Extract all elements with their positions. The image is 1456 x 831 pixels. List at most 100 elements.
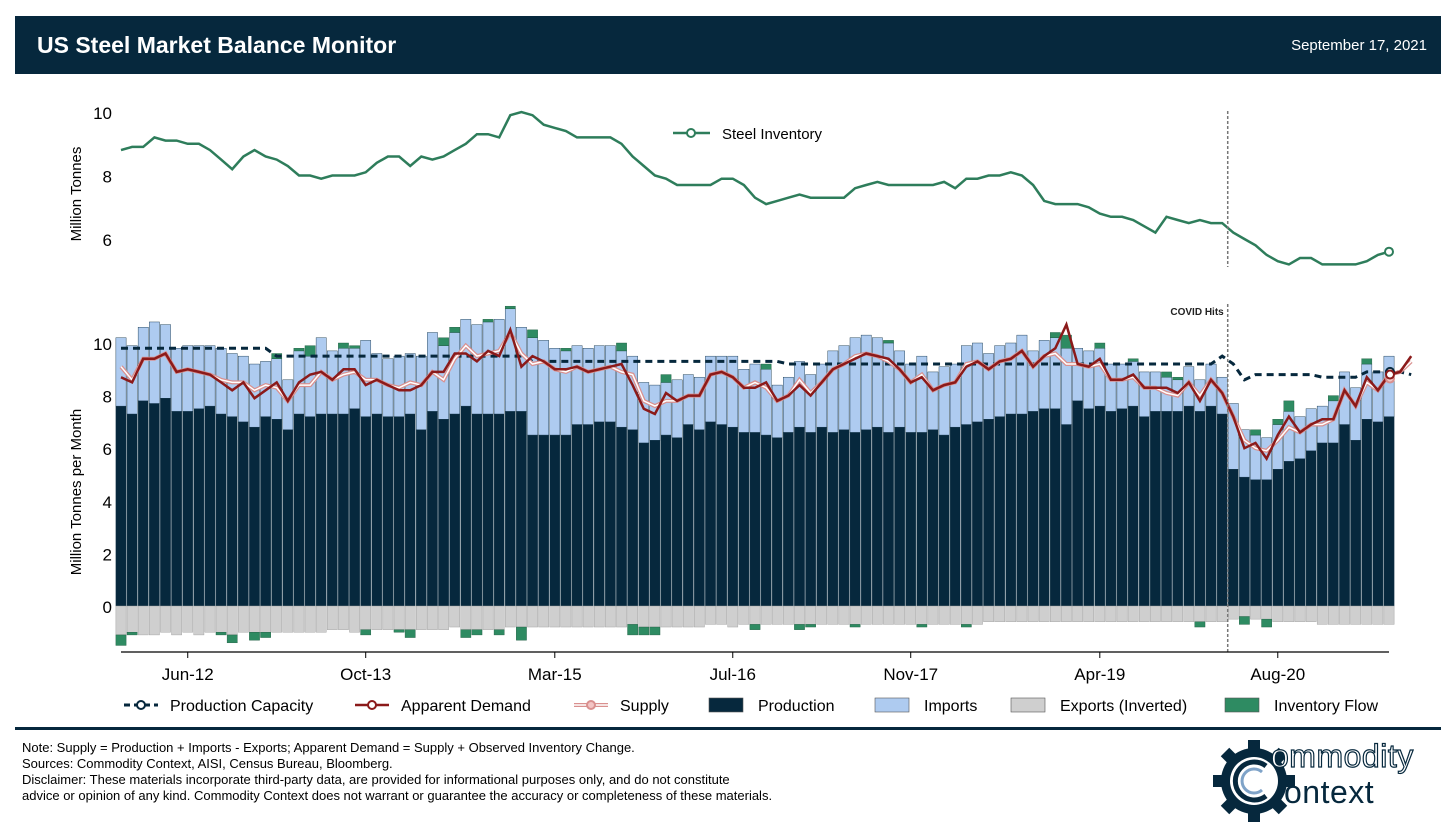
production-bar <box>415 429 427 607</box>
exports-bar <box>894 605 905 625</box>
production-bar <box>794 426 805 607</box>
imports-bar <box>994 345 1006 417</box>
imports-bar <box>827 350 839 433</box>
inventory-flow-bar <box>1049 332 1061 338</box>
production-bar <box>115 405 127 607</box>
production-bar <box>282 429 294 607</box>
inventory-flow-bar <box>660 374 672 383</box>
steel-inventory-line <box>120 110 1390 266</box>
production-bar <box>582 424 594 607</box>
exports-bar <box>1294 605 1306 622</box>
inventory-flow-bar <box>1161 371 1172 378</box>
exports-bar <box>327 605 338 630</box>
production-bar <box>1005 413 1017 607</box>
production-bar <box>983 419 994 607</box>
inventory-flow-bar <box>794 624 805 630</box>
exports-bar <box>516 605 527 628</box>
production-bar <box>538 434 549 607</box>
exports-bar <box>816 605 828 625</box>
exports-bar <box>1049 605 1061 622</box>
exports-bar <box>838 605 850 625</box>
exports-bar <box>605 605 616 628</box>
exports-bar <box>738 605 750 625</box>
production-bar <box>427 411 438 607</box>
exports-bar <box>360 605 372 630</box>
logo-word-commodity: ommodity <box>1270 737 1414 774</box>
imports-bar <box>582 348 594 425</box>
inventory-flow-bar <box>961 624 972 628</box>
imports-bar <box>816 363 828 428</box>
imports-bar <box>482 321 494 415</box>
production-bar <box>1361 419 1373 607</box>
disclaimer-line-1: Disclaimer: These materials incorporate … <box>22 772 730 787</box>
exports-bar <box>1316 605 1328 625</box>
production-bar <box>182 411 194 607</box>
inventory-flow-bar <box>249 632 260 641</box>
imports-bar <box>182 345 194 412</box>
imports-bar <box>282 379 294 430</box>
production-bar <box>649 440 661 607</box>
legend-exports-inverted-label: Exports (Inverted) <box>1060 698 1187 715</box>
imports-bar <box>1038 340 1050 409</box>
demand-endpoint <box>1385 369 1395 380</box>
imports-bar <box>338 348 349 415</box>
sources-text: Sources: Commodity Context, AISI, Census… <box>22 756 393 771</box>
inventory-flow-bar <box>1328 395 1339 402</box>
exports-bar <box>927 605 939 625</box>
imports-bar <box>1383 355 1395 417</box>
exports-bar <box>427 605 438 630</box>
exports-bar <box>338 605 349 630</box>
production-bar <box>215 413 227 607</box>
inventory-flow-bar <box>393 629 405 633</box>
inventory-flow-bar <box>1172 376 1183 381</box>
exports-bar <box>126 605 138 633</box>
exports-bar <box>671 605 683 628</box>
production-bar <box>393 416 405 607</box>
inventory-flow-bar <box>404 629 416 638</box>
top-ytick-label: 10 <box>93 104 112 123</box>
inventory-flow-bar <box>916 624 928 628</box>
imports-bar <box>949 363 961 428</box>
production-bar <box>204 405 216 607</box>
inventory-flow-bar <box>1239 616 1250 625</box>
imports-bar <box>783 376 794 433</box>
exports-bar <box>1116 605 1128 622</box>
exports-bar <box>560 605 572 628</box>
production-bar <box>1194 411 1206 607</box>
production-bar <box>1172 411 1183 607</box>
production-bar <box>838 429 850 607</box>
exports-bar <box>304 605 316 633</box>
inventory-flow-bar <box>1194 621 1206 628</box>
exports-bar <box>1072 605 1083 622</box>
exports-bar <box>827 605 839 625</box>
production-bar <box>605 421 616 607</box>
imports-bar <box>549 348 561 436</box>
exports-bar <box>1350 605 1361 625</box>
production-bar <box>171 411 182 607</box>
imports-bar <box>961 345 972 425</box>
imports-bar <box>449 332 461 415</box>
exports-bar <box>349 605 360 633</box>
production-bar <box>593 421 605 607</box>
imports-bar <box>1016 334 1028 415</box>
exports-bar <box>1038 605 1050 622</box>
exports-bar <box>1361 605 1373 625</box>
imports-bar <box>1138 371 1150 417</box>
exports-bar <box>282 605 294 633</box>
imports-bar <box>1372 371 1384 423</box>
inventory-flow-bar <box>1094 342 1106 349</box>
production-bar <box>738 432 750 607</box>
imports-bar <box>716 355 727 425</box>
production-bar <box>616 426 627 607</box>
production-bar <box>571 424 583 607</box>
disclaimer-line-2: advice or opinion of any kind. Commodity… <box>22 788 773 803</box>
exports-bar <box>994 605 1006 622</box>
imports-bar <box>972 342 983 423</box>
exports-bar <box>1272 605 1284 622</box>
imports-bar <box>883 342 894 433</box>
production-bar <box>371 413 383 607</box>
imports-bar <box>538 340 549 436</box>
exports-bar <box>1005 605 1017 622</box>
exports-bar <box>260 605 271 633</box>
imports-bar <box>938 366 950 436</box>
